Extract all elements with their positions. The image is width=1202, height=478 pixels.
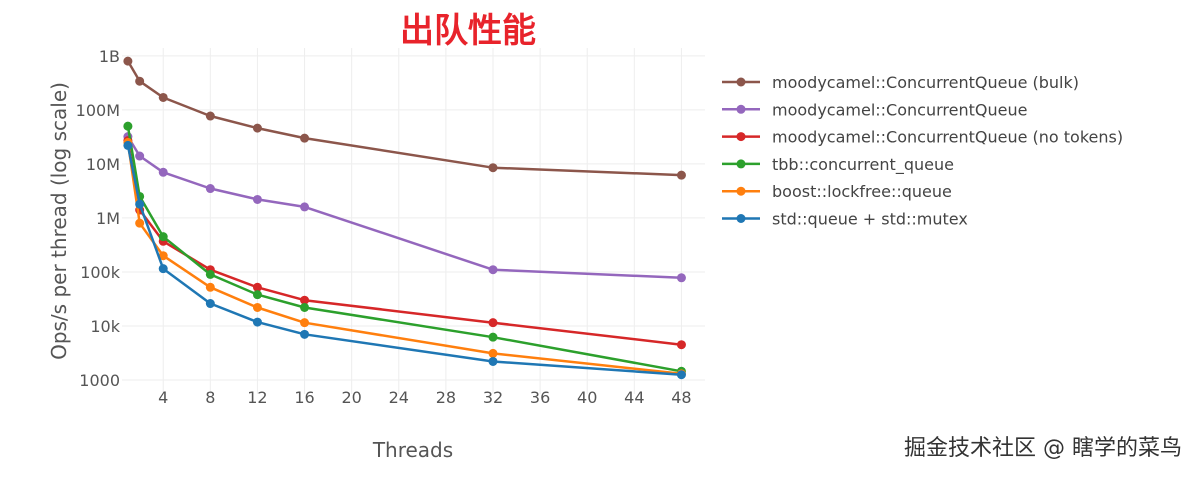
legend-swatch-marker (736, 159, 746, 169)
series-line (126, 142, 682, 376)
x-tick-label: 36 (530, 388, 550, 407)
data-point (205, 299, 215, 309)
legend-item: moodycamel::ConcurrentQueue (722, 100, 1027, 119)
data-point (488, 356, 498, 366)
data-point (676, 370, 686, 380)
data-point (158, 92, 168, 102)
y-tick-label: 10k (90, 317, 120, 336)
data-point (123, 56, 133, 66)
legend-item: moodycamel::ConcurrentQueue (bulk) (722, 73, 1079, 92)
series-4 (123, 137, 686, 379)
x-tick-label: 20 (341, 388, 361, 407)
chart-title: 出队性能 (400, 11, 536, 51)
legend-item: tbb::concurrent_queue (722, 155, 954, 175)
series-layer (123, 56, 686, 380)
y-tick-label: 1M (96, 209, 120, 228)
y-axis-ticks: 1000 10k 100k 1M 10M 100M 1B (76, 47, 121, 390)
series-0 (123, 56, 686, 180)
data-point (252, 282, 262, 292)
data-point (252, 123, 262, 133)
series-3 (123, 121, 686, 376)
x-tick-label: 12 (247, 388, 267, 407)
data-point (135, 76, 145, 86)
data-point (252, 194, 262, 204)
y-tick-label: 10M (86, 155, 120, 174)
legend-item: std::queue + std::mutex (722, 210, 968, 229)
data-point (488, 265, 498, 275)
series-line (126, 145, 682, 376)
legend-swatch-marker (736, 214, 746, 223)
data-point (488, 348, 498, 358)
data-point (300, 295, 310, 305)
y-tick-label: 1000 (79, 371, 120, 390)
legend-swatch-marker (736, 132, 746, 142)
legend-swatch-marker (736, 186, 746, 196)
data-point (158, 264, 168, 274)
x-axis-ticks: 4 8 12 16 20 24 28 32 36 40 44 48 (158, 388, 691, 407)
data-point (205, 111, 215, 121)
series-1 (123, 132, 686, 283)
data-point (252, 302, 262, 312)
series-2 (123, 136, 686, 350)
x-tick-label: 8 (205, 388, 215, 407)
data-point (300, 302, 310, 312)
data-point (488, 332, 498, 342)
legend-swatch-marker (736, 104, 746, 114)
series-5 (123, 140, 686, 380)
legend-label: moodycamel::ConcurrentQueue (no tokens) (772, 128, 1123, 147)
x-tick-label: 24 (389, 388, 409, 407)
data-point (676, 340, 686, 350)
data-point (205, 282, 215, 292)
x-tick-label: 32 (483, 388, 503, 407)
series-line (126, 60, 682, 177)
x-tick-label: 28 (436, 388, 456, 407)
grid (122, 48, 705, 394)
data-point (300, 329, 310, 339)
legend-item: moodycamel::ConcurrentQueue (no tokens) (722, 128, 1123, 147)
data-point (135, 218, 145, 228)
watermark: 掘金技术社区 @ 瞎学的菜鸟 (904, 436, 1182, 461)
data-point (676, 170, 686, 180)
data-point (123, 140, 133, 150)
y-tick-label: 1B (99, 47, 120, 66)
data-point (252, 317, 262, 327)
data-point (158, 251, 168, 261)
data-point (300, 202, 310, 212)
legend-label: std::queue + std::mutex (772, 210, 968, 229)
legend-swatch-marker (736, 77, 746, 87)
x-tick-label: 16 (294, 388, 314, 407)
data-point (205, 269, 215, 279)
legend-label: tbb::concurrent_queue (772, 155, 954, 175)
legend-label: boost::lockfree::queue (772, 182, 952, 201)
legend: moodycamel::ConcurrentQueue (bulk)moodyc… (722, 73, 1123, 229)
data-point (488, 318, 498, 328)
x-axis-title: Threads (372, 438, 453, 462)
x-tick-label: 4 (158, 388, 168, 407)
legend-label: moodycamel::ConcurrentQueue (bulk) (772, 73, 1079, 92)
data-point (135, 151, 145, 161)
data-point (123, 121, 133, 131)
legend-item: boost::lockfree::queue (722, 182, 952, 201)
data-point (205, 184, 215, 194)
data-point (158, 232, 168, 242)
data-point (488, 163, 498, 173)
legend-label: moodycamel::ConcurrentQueue (772, 100, 1027, 119)
x-tick-label: 40 (577, 388, 597, 407)
y-axis-title: Ops/s per thread (log scale) (47, 82, 71, 360)
y-tick-label: 100k (80, 263, 121, 282)
data-point (135, 199, 145, 209)
data-point (676, 273, 686, 283)
x-tick-label: 48 (671, 388, 691, 407)
y-tick-label: 100M (76, 101, 120, 120)
x-tick-label: 44 (624, 388, 644, 407)
data-point (300, 133, 310, 143)
series-line (126, 135, 682, 280)
data-point (300, 318, 310, 328)
data-point (158, 167, 168, 177)
data-point (252, 290, 262, 300)
